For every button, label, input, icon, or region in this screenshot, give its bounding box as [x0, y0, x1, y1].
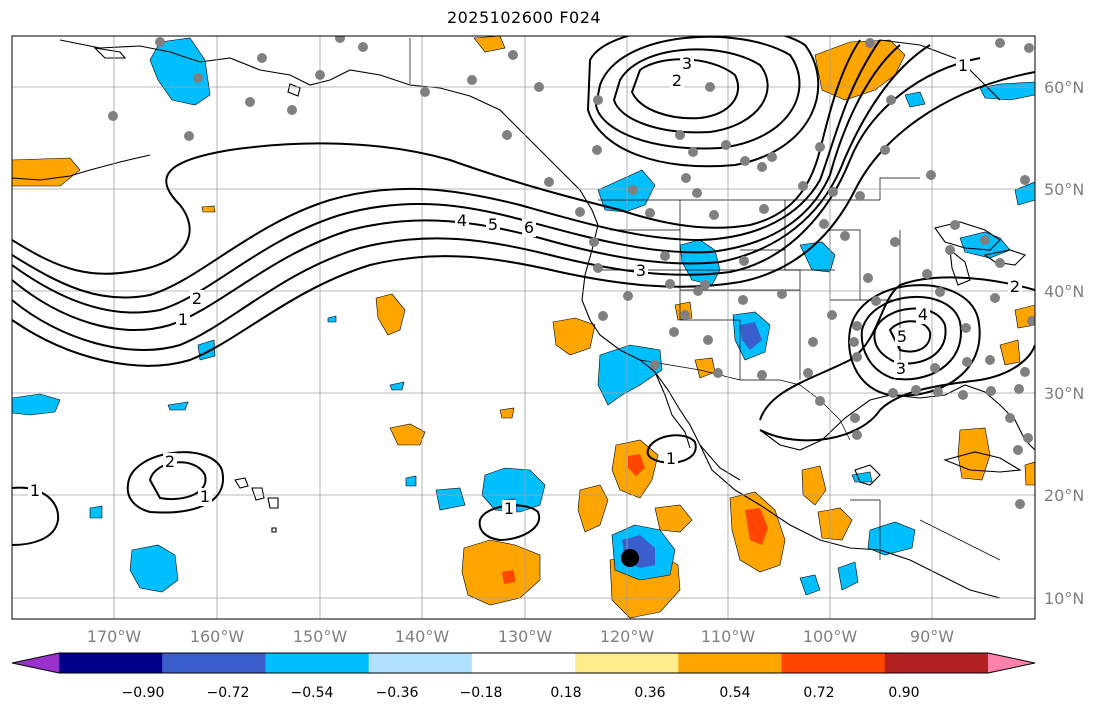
lon-label-170w: 170°W	[87, 627, 142, 646]
colorbar-tick-label: 0.36	[634, 685, 665, 701]
colorbar-extend-low	[12, 653, 59, 673]
plot-title: 2025102600 F024	[446, 8, 602, 27]
contour-label-1-west: 1	[30, 481, 40, 500]
contour-label-2-north: 2	[672, 71, 682, 90]
colorbar: −0.90 −0.72 −0.54 −0.36 −0.18 0.18 0.36 …	[11, 652, 1036, 701]
graticule	[12, 36, 1035, 619]
lon-label-100w: 100°W	[803, 627, 858, 646]
colorbar-extend-high	[988, 653, 1035, 673]
lon-label-130w: 130°W	[498, 627, 553, 646]
colorbar-labels: −0.90 −0.72 −0.54 −0.36 −0.18 0.18 0.36 …	[122, 685, 920, 701]
colorbar-tick-label: −0.54	[291, 685, 334, 701]
colorbar-segments	[11, 652, 1036, 674]
lon-label-140w: 140°W	[395, 627, 450, 646]
colorbar-segment	[368, 653, 473, 673]
colorbar-tick-label: −0.36	[376, 685, 419, 701]
contour-lines	[12, 36, 1035, 546]
colorbar-outline	[11, 652, 1036, 674]
lat-label-60n: 60°N	[1044, 78, 1084, 97]
lon-label-110w: 110°W	[701, 627, 756, 646]
lon-label-160w: 160°W	[190, 627, 245, 646]
colorbar-segment	[471, 653, 576, 673]
colorbar-segment	[781, 653, 886, 673]
marked-location-dot	[621, 549, 639, 567]
contour-label-5: 5	[488, 215, 498, 234]
negative-anomaly-regions	[12, 37, 1035, 596]
contour-label-1-mexico: 1	[666, 449, 676, 468]
contour-label-6: 6	[524, 218, 534, 237]
lat-label-10n: 10°N	[1044, 589, 1084, 608]
contour-label-5-east: 5	[897, 327, 907, 346]
contour-label-1-subtropic: 1	[200, 487, 210, 506]
lon-label-90w: 90°W	[910, 627, 954, 646]
longitude-labels: 170°W 160°W 150°W 140°W 130°W 120°W 110°…	[87, 627, 954, 646]
contour-label-3-west: 3	[636, 261, 646, 280]
colorbar-tick-label: −0.18	[460, 685, 503, 701]
colorbar-segment	[265, 653, 370, 673]
colorbar-tick-label: 0.72	[803, 685, 834, 701]
map-border	[11, 35, 1036, 620]
colorbar-segment	[162, 653, 266, 673]
lat-label-50n: 50°N	[1044, 180, 1084, 199]
contour-label-4-east: 4	[918, 305, 928, 324]
lon-label-120w: 120°W	[600, 627, 655, 646]
contour-label-1-east: 1	[958, 56, 968, 75]
colorbar-tick-label: 0.90	[888, 685, 919, 701]
colorbar-segment	[884, 653, 989, 673]
contour-label-group: 4 5 6 3 2 1 3 2 1 4 5 3 2 2	[28, 54, 1022, 518]
station-markers	[108, 36, 1035, 509]
contour-label-1-pacific: 1	[178, 310, 188, 329]
contour-label-3-east: 3	[896, 359, 906, 378]
strong-positive-cores	[502, 454, 768, 584]
contour-label-4: 4	[457, 211, 467, 230]
contour-label-1-central: 1	[504, 499, 514, 518]
contour-label-2-subtropic: 2	[165, 452, 175, 471]
contour-label-2-east: 2	[1010, 277, 1020, 296]
lat-label-30n: 30°N	[1044, 384, 1084, 403]
lon-label-150w: 150°W	[293, 627, 348, 646]
colorbar-tick-label: 0.18	[550, 685, 581, 701]
contour-label-2-pacific: 2	[192, 289, 202, 308]
colorbar-segment	[59, 653, 163, 673]
colorbar-tick-label: −0.90	[122, 685, 165, 701]
lat-label-20n: 20°N	[1044, 486, 1084, 505]
colorbar-segment	[575, 653, 679, 673]
contour-label-3-north: 3	[682, 54, 692, 73]
latitude-labels: 60°N 50°N 40°N 30°N 20°N 10°N	[1044, 78, 1084, 608]
colorbar-segment	[678, 653, 783, 673]
colorbar-tick-label: 0.54	[719, 685, 750, 701]
colorbar-tick-label: −0.72	[207, 685, 250, 701]
lat-label-40n: 40°N	[1044, 282, 1084, 301]
